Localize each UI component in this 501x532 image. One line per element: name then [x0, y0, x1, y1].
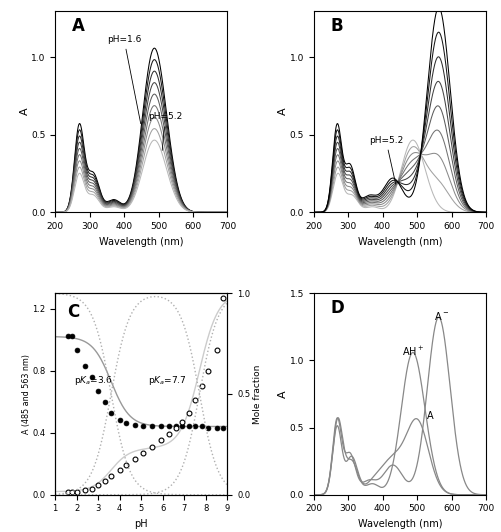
Text: A: A [72, 17, 85, 35]
X-axis label: pH: pH [134, 519, 148, 529]
Y-axis label: A: A [278, 107, 288, 115]
Text: A: A [427, 411, 434, 421]
Text: p$K_a$=7.7: p$K_a$=7.7 [148, 374, 186, 387]
Text: pH=1.6: pH=1.6 [107, 35, 141, 123]
X-axis label: Wavelength (nm): Wavelength (nm) [358, 237, 442, 247]
Y-axis label: A: A [278, 390, 288, 398]
Text: B: B [331, 17, 344, 35]
Y-axis label: A: A [20, 107, 30, 115]
Text: AH$^+$: AH$^+$ [401, 345, 424, 358]
Text: pH=5.2: pH=5.2 [148, 112, 182, 151]
X-axis label: Wavelength (nm): Wavelength (nm) [99, 237, 183, 247]
Text: A$^-$: A$^-$ [433, 310, 449, 322]
X-axis label: Wavelength (nm): Wavelength (nm) [358, 519, 442, 529]
Text: p$K_a$=3.6: p$K_a$=3.6 [75, 374, 114, 387]
Text: C: C [67, 303, 80, 321]
Text: pH=5.2: pH=5.2 [369, 136, 403, 184]
Y-axis label: Mole fraction: Mole fraction [253, 364, 262, 423]
Text: D: D [331, 299, 345, 317]
Y-axis label: A (485 and 563 nm): A (485 and 563 nm) [22, 354, 31, 434]
Text: pH=9: pH=9 [0, 531, 1, 532]
